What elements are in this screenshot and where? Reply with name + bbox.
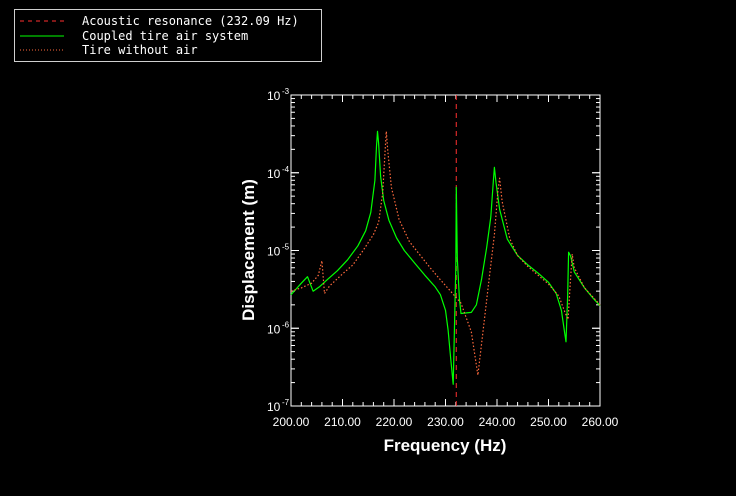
plot-frame <box>290 94 601 407</box>
legend-box <box>14 9 322 62</box>
x-tick-label: 230.00 <box>427 415 464 429</box>
y-tick-base: 10 <box>267 89 281 103</box>
y-tick-label: 10 -4 <box>267 165 290 181</box>
x-tick-labels: 200.00 210.00 220.00 230.00 240.00 250.00 260.… <box>273 415 619 429</box>
y-tick-label: 10 -7 <box>267 398 290 414</box>
y-tick-base: 10 <box>267 322 281 336</box>
y-tick-label: 10 -6 <box>267 320 290 336</box>
y-tick-exponent: -7 <box>282 398 290 407</box>
y-tick-exponent: -4 <box>282 165 290 174</box>
series-layer <box>290 95 601 406</box>
x-axis-label: Frequency (Hz) <box>384 436 507 455</box>
series-line-tire-without-air <box>290 130 601 376</box>
tick-marks <box>290 94 601 407</box>
y-tick-label: 10 -5 <box>267 243 290 259</box>
y-tick-base: 10 <box>267 400 281 414</box>
y-tick-exponent: -3 <box>282 87 290 96</box>
y-tick-base: 10 <box>267 167 281 181</box>
y-tick-labels: 10-310-410-510-610-7 <box>267 87 290 414</box>
series-line-coupled <box>290 130 601 385</box>
y-tick-label: 10 -3 <box>267 87 290 103</box>
y-tick-base: 10 <box>267 245 281 259</box>
x-tick-label: 240.00 <box>479 415 516 429</box>
x-tick-label: 210.00 <box>324 415 361 429</box>
x-tick-label: 250.00 <box>530 415 567 429</box>
y-tick-exponent: -5 <box>282 243 290 252</box>
y-axis-label: Displacement (m) <box>239 179 258 321</box>
legend-label-acoustic: Acoustic resonance (232.09 Hz) <box>82 14 299 28</box>
y-tick-exponent: -6 <box>282 320 290 329</box>
x-tick-label: 260.00 <box>582 415 619 429</box>
legend-label-coupled: Coupled tire air system <box>82 29 248 43</box>
legend-label-tire: Tire without air <box>82 43 198 57</box>
x-tick-label: 200.00 <box>273 415 310 429</box>
x-tick-label: 220.00 <box>376 415 413 429</box>
legend: Acoustic resonance (232.09 Hz) Coupled t… <box>20 14 299 57</box>
